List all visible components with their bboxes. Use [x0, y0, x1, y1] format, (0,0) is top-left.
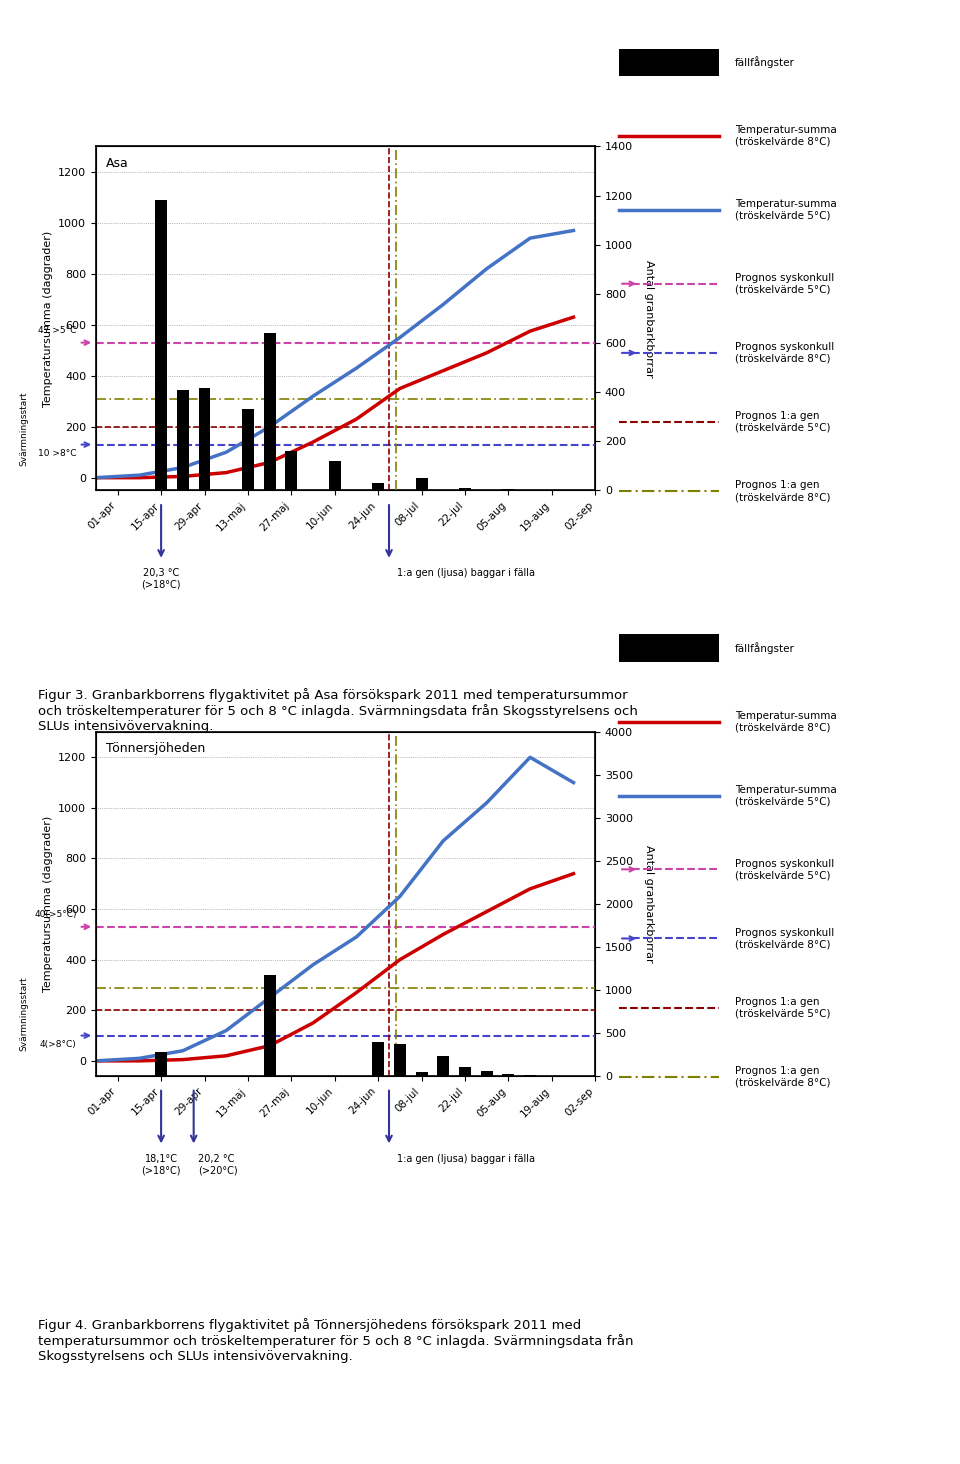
- Bar: [372, 1042, 384, 1076]
- Text: 4(>8°C): 4(>8°C): [40, 1039, 77, 1050]
- Text: 18,1°C
(>18°C): 18,1°C (>18°C): [141, 1154, 180, 1176]
- Text: Temperatur-summa
(tröskelvärde 8°C): Temperatur-summa (tröskelvärde 8°C): [735, 126, 837, 146]
- Bar: [416, 1072, 427, 1076]
- Text: 47 >5°C: 47 >5°C: [38, 326, 77, 335]
- Bar: [199, 388, 210, 490]
- Text: fällfångster: fällfångster: [735, 57, 795, 69]
- Text: Prognos syskonkull
(tröskelvärde 5°C): Prognos syskonkull (tröskelvärde 5°C): [735, 858, 834, 880]
- Bar: [372, 483, 384, 490]
- Text: Prognos 1:a gen
(tröskelvärde 5°C): Prognos 1:a gen (tröskelvärde 5°C): [735, 411, 830, 433]
- Bar: [242, 410, 253, 490]
- Text: Svärmningsstart: Svärmningsstart: [19, 976, 29, 1051]
- Bar: [459, 1067, 471, 1076]
- Text: 20,2 °C
(>20°C): 20,2 °C (>20°C): [199, 1154, 238, 1176]
- Bar: [502, 1075, 515, 1076]
- Text: Temperatur-summa
(tröskelvärde 5°C): Temperatur-summa (tröskelvärde 5°C): [735, 199, 837, 221]
- Bar: [481, 1070, 492, 1076]
- Text: Prognos 1:a gen
(tröskelvärde 5°C): Prognos 1:a gen (tröskelvärde 5°C): [735, 997, 830, 1019]
- Bar: [328, 461, 341, 490]
- Bar: [285, 451, 298, 490]
- Text: Asa: Asa: [106, 157, 129, 170]
- Bar: [156, 1053, 167, 1076]
- Bar: [264, 334, 276, 490]
- Bar: [394, 1044, 406, 1076]
- Y-axis label: Temperatursumma (daggrader): Temperatursumma (daggrader): [42, 815, 53, 993]
- Text: 1:a gen (ljusa) baggar i fälla: 1:a gen (ljusa) baggar i fälla: [396, 1154, 535, 1164]
- Text: Prognos syskonkull
(tröskelvärde 5°C): Prognos syskonkull (tröskelvärde 5°C): [735, 272, 834, 294]
- Text: Temperatur-summa
(tröskelvärde 8°C): Temperatur-summa (tröskelvärde 8°C): [735, 712, 837, 732]
- Bar: [619, 634, 718, 662]
- Bar: [177, 389, 189, 490]
- Bar: [459, 488, 471, 490]
- Y-axis label: Antal granbarkborrar: Antal granbarkborrar: [644, 845, 654, 963]
- Y-axis label: Temperatursumma (daggrader): Temperatursumma (daggrader): [42, 230, 53, 407]
- Text: 10 >8°C: 10 >8°C: [38, 449, 77, 458]
- Text: Prognos syskonkull
(tröskelvärde 8°C): Prognos syskonkull (tröskelvärde 8°C): [735, 343, 834, 363]
- Bar: [264, 975, 276, 1076]
- Text: 20,3 °C
(>18°C): 20,3 °C (>18°C): [141, 568, 180, 590]
- Text: Prognos 1:a gen
(tröskelvärde 8°C): Prognos 1:a gen (tröskelvärde 8°C): [735, 1066, 830, 1088]
- Text: Svärmningsstart: Svärmningsstart: [19, 391, 29, 466]
- Text: 40(>5°C): 40(>5°C): [35, 911, 77, 919]
- Bar: [438, 1056, 449, 1076]
- Bar: [416, 479, 427, 490]
- Text: Prognos syskonkull
(tröskelvärde 8°C): Prognos syskonkull (tröskelvärde 8°C): [735, 928, 834, 949]
- Text: 1:a gen (ljusa) baggar i fälla: 1:a gen (ljusa) baggar i fälla: [396, 568, 535, 578]
- Text: Figur 3. Granbarkborrens flygaktivitet på Asa försökspark 2011 med temperatursum: Figur 3. Granbarkborrens flygaktivitet p…: [38, 688, 638, 733]
- Text: Tönnersjöheden: Tönnersjöheden: [106, 742, 205, 755]
- Bar: [156, 201, 167, 490]
- Y-axis label: Antal granbarkborrar: Antal granbarkborrar: [644, 259, 654, 378]
- Bar: [619, 48, 718, 76]
- Text: Temperatur-summa
(tröskelvärde 5°C): Temperatur-summa (tröskelvärde 5°C): [735, 785, 837, 807]
- Text: fällfångster: fällfångster: [735, 643, 795, 654]
- Text: Prognos 1:a gen
(tröskelvärde 8°C): Prognos 1:a gen (tröskelvärde 8°C): [735, 480, 830, 502]
- Text: Figur 4. Granbarkborrens flygaktivitet på Tönnersjöhedens försökspark 2011 med
t: Figur 4. Granbarkborrens flygaktivitet p…: [38, 1318, 634, 1363]
